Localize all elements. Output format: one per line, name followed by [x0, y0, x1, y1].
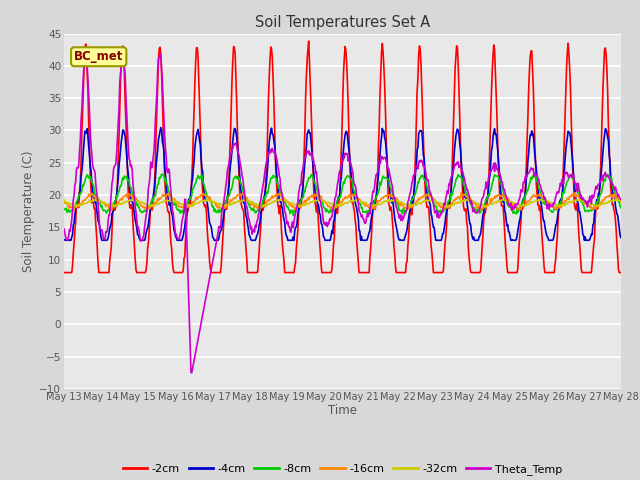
- X-axis label: Time: Time: [328, 404, 357, 417]
- Title: Soil Temperatures Set A: Soil Temperatures Set A: [255, 15, 430, 30]
- Text: BC_met: BC_met: [74, 50, 124, 63]
- Y-axis label: Soil Temperature (C): Soil Temperature (C): [22, 150, 35, 272]
- Legend: -2cm, -4cm, -8cm, -16cm, -32cm, Theta_Temp: -2cm, -4cm, -8cm, -16cm, -32cm, Theta_Te…: [118, 459, 566, 479]
